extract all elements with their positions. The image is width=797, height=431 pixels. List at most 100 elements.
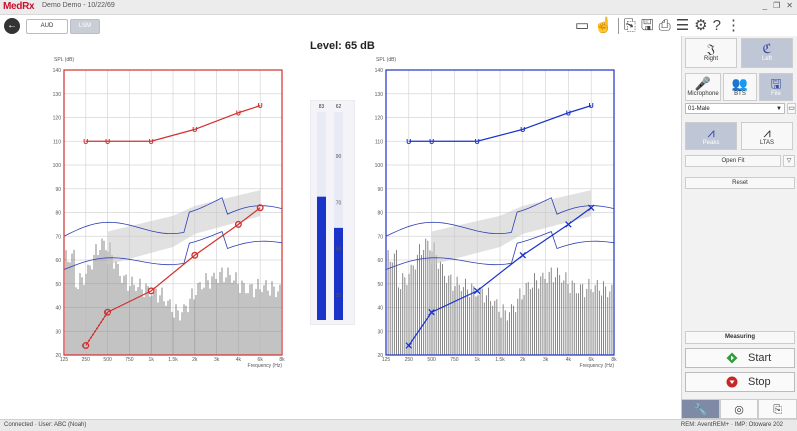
y-tick-label: 80	[55, 211, 61, 217]
x-tick-label: 1.5k	[168, 357, 178, 363]
y-tick-label: 120	[53, 116, 62, 122]
copy-tab[interactable]: ⎘	[758, 399, 797, 419]
tools-tab[interactable]: 🔧	[681, 399, 720, 419]
start-button[interactable]: Start	[685, 348, 795, 368]
meter-tick-label: 50	[336, 247, 342, 253]
target-tab[interactable]: ◎	[719, 399, 759, 419]
y-tick-label: 90	[377, 187, 383, 193]
help-icon[interactable]: ?	[712, 17, 721, 34]
speech-range-band	[107, 190, 261, 265]
ear-left-icon: ℭ	[762, 41, 772, 56]
y-tick-label: 100	[375, 163, 384, 169]
series-line	[85, 207, 261, 346]
folder-icon: ▭	[788, 105, 795, 112]
more-icon[interactable]: ⋮	[725, 17, 741, 34]
microphone-icon: 🎤	[694, 76, 712, 91]
y-axis-label: SPL (dB)	[376, 57, 396, 63]
restore-button[interactable]: ❐	[773, 1, 781, 10]
status-devices: REM: AventREM+ · IMP: Otoware 202	[680, 422, 783, 428]
ltas-button[interactable]: ⩘ LTAS	[741, 122, 793, 150]
bts-button[interactable]: 👥 BTS	[723, 73, 757, 101]
y-tick-label: 40	[377, 306, 383, 312]
x-tick-label: 2k	[520, 357, 526, 363]
file-button[interactable]: 🖫 File	[759, 73, 793, 101]
y-tick-label: 140	[53, 68, 62, 74]
save-icon[interactable]: 🖫	[640, 17, 654, 34]
ucl-marker: U	[475, 139, 480, 146]
copy-icon: ⎘	[773, 404, 783, 416]
close-button[interactable]: ✕	[786, 1, 793, 10]
right-ear-graph[interactable]: 20 30 40 50 60 70 80 90 100 110 120 130 140 125 250 500…	[50, 55, 290, 370]
target-icon: ◎	[734, 404, 744, 416]
print-icon[interactable]: ⎙	[658, 17, 671, 34]
minimize-button[interactable]: _	[762, 1, 768, 10]
folder-button[interactable]: ▭	[787, 103, 796, 114]
left-ear-graph[interactable]: 20 30 40 50 60 70 80 90 100 110 120 130 140 125 250 500…	[372, 55, 622, 370]
title-bar: MedRx Demo Demo - 10/22/69 _ ❐ ✕	[0, 0, 797, 15]
x-tick-label: 3k	[543, 357, 549, 363]
toolbar-separator	[617, 18, 619, 34]
y-axis-label: SPL (dB)	[54, 57, 74, 63]
meter-value-label: 62	[336, 104, 342, 110]
toolbar-icons: ▭ ☝ ⎘ 🖫 ⎙ ☰ ⚙ ? ⋮	[575, 17, 741, 35]
stimulus-select[interactable]: 01-Male ▼	[685, 103, 785, 114]
open-fit-button[interactable]: Open Fit	[685, 155, 781, 167]
threshold-marker	[519, 251, 527, 259]
report-icon[interactable]: ☰	[675, 17, 690, 34]
reset-button[interactable]: Reset	[685, 177, 795, 189]
y-tick-label: 140	[375, 68, 384, 74]
tab-aud[interactable]: AUD	[26, 19, 68, 34]
x-tick-label: 750	[450, 357, 459, 363]
x-tick-label: 3k	[214, 357, 220, 363]
back-button[interactable]: ←	[4, 18, 20, 34]
envelope-lower	[63, 231, 283, 270]
y-tick-label: 60	[377, 258, 383, 264]
meter-tick-label: 90	[336, 154, 342, 160]
ucl-marker: U	[236, 110, 241, 117]
peaks-button[interactable]: ⩘ Peaks	[685, 122, 737, 150]
filter-button[interactable]: ▽	[783, 155, 795, 167]
x-tick-label: 250	[405, 357, 414, 363]
save-icon: 🖫	[770, 76, 782, 91]
toolbar: ← AUD LSM	[0, 15, 680, 37]
stop-button[interactable]: Stop	[685, 372, 795, 392]
threshold-marker	[147, 287, 155, 295]
microphone-button[interactable]: 🎤 Microphone	[685, 73, 721, 101]
x-tick-label: 8k	[611, 357, 617, 363]
threshold-marker	[82, 342, 90, 349]
x-tick-label: 4k	[566, 357, 572, 363]
hand-icon[interactable]: ☝	[594, 17, 613, 34]
start-icon	[726, 352, 738, 364]
x-tick-label: 750	[125, 357, 134, 363]
x-tick-label: 6k	[589, 357, 595, 363]
status-connection: Connected · User: ABC (Noah)	[4, 422, 87, 428]
tab-lsm[interactable]: LSM	[70, 19, 100, 34]
left-ear-button[interactable]: ℭ Left	[741, 38, 793, 68]
chevron-down-icon: ▼	[776, 106, 782, 112]
window-title: Demo Demo - 10/22/69	[42, 2, 115, 9]
tablet-icon[interactable]: ▭	[575, 17, 590, 34]
meter-bar	[334, 227, 343, 320]
y-tick-label: 20	[55, 353, 61, 359]
ear-right-icon: 𝔍	[707, 41, 715, 56]
y-tick-label: 80	[377, 211, 383, 217]
gear-icon[interactable]: ⚙	[694, 17, 708, 34]
x-axis-label: Frequency (Hz)	[248, 363, 283, 369]
x-tick-label: 4k	[236, 357, 242, 363]
threshold-marker	[587, 204, 595, 212]
speech-range-band	[431, 190, 592, 265]
envelope-upper	[385, 197, 615, 237]
copy-icon[interactable]: ⎘	[623, 17, 636, 34]
app-logo: MedRx	[3, 1, 35, 12]
triangle-down-icon: ▽	[786, 158, 792, 164]
ucl-marker: U	[520, 127, 525, 134]
ucl-marker: U	[192, 127, 197, 134]
threshold-marker	[565, 221, 572, 228]
y-tick-label: 130	[375, 92, 384, 98]
speech-spectrum	[385, 238, 615, 355]
x-axis-label: Frequency (Hz)	[580, 363, 615, 369]
x-tick-label: 8k	[279, 357, 285, 363]
y-tick-label: 70	[55, 234, 61, 240]
level-label: Level: 65 dB	[310, 40, 375, 52]
right-ear-button[interactable]: 𝔍 Right	[685, 38, 737, 68]
